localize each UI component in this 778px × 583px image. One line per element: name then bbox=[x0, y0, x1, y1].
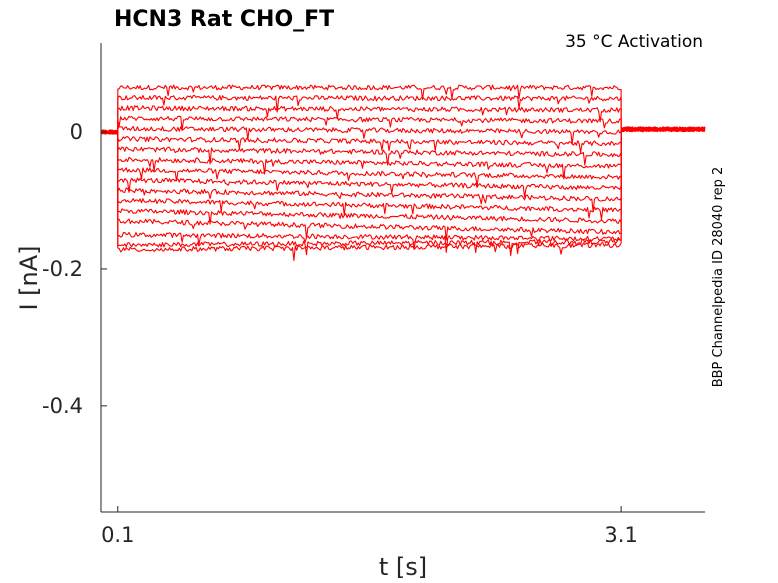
current-trace-1 bbox=[100, 84, 706, 134]
x-axis-ticks: 0.1 3.1 bbox=[101, 506, 638, 547]
plot-area: 0.1 3.1 0 -0.2 -0.4 bbox=[42, 43, 706, 547]
x-tick-label: 3.1 bbox=[604, 523, 637, 547]
channelpedia-id-label: BBP Channelpedia ID 28040 rep 2 bbox=[711, 167, 726, 388]
current-trace-8 bbox=[100, 126, 706, 180]
y-tick-label: -0.4 bbox=[42, 394, 83, 418]
current-trace-4 bbox=[100, 115, 706, 135]
current-trace-14 bbox=[100, 126, 706, 241]
y-tick-label: -0.2 bbox=[42, 257, 83, 281]
current-trace-10 bbox=[100, 126, 706, 198]
x-tick-label: 0.1 bbox=[101, 523, 134, 547]
current-trace-17 bbox=[100, 126, 706, 262]
chart-title: HCN3 Rat CHO_FT bbox=[114, 7, 334, 32]
current-trace-9 bbox=[100, 126, 706, 187]
current-trace-5 bbox=[100, 125, 706, 145]
current-trace-15 bbox=[100, 126, 706, 254]
y-axis-label: I [nA] bbox=[15, 245, 43, 310]
x-axis-label: t [s] bbox=[379, 553, 427, 581]
current-traces bbox=[100, 84, 706, 262]
temperature-protocol-label: 35 °C Activation bbox=[565, 32, 703, 52]
current-trace-12 bbox=[100, 126, 706, 220]
current-trace-6 bbox=[100, 126, 706, 154]
current-trace-7 bbox=[100, 126, 706, 166]
y-tick-label: 0 bbox=[70, 120, 83, 144]
current-trace-2 bbox=[100, 94, 706, 135]
current-trace-13 bbox=[100, 126, 706, 225]
y-axis-ticks: 0 -0.2 -0.4 bbox=[42, 120, 107, 418]
current-trace-3 bbox=[100, 105, 706, 135]
current-trace-16 bbox=[100, 126, 706, 257]
current-trace-11 bbox=[100, 126, 706, 213]
